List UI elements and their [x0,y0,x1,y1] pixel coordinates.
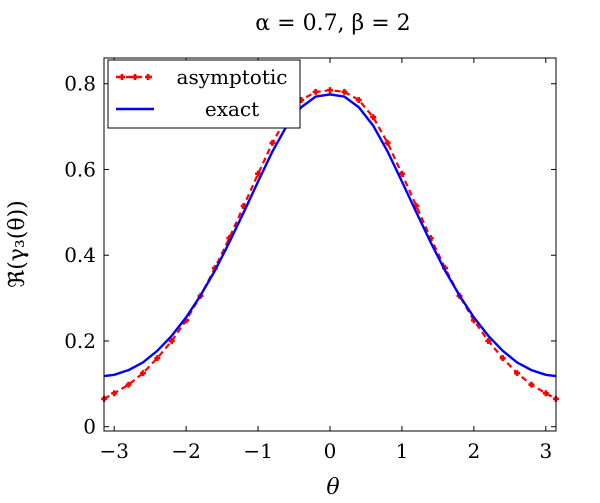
data-point [485,337,492,344]
legend: asymptotic exact [107,59,301,129]
series-line-asymptotic [103,89,557,400]
legend-box [107,59,301,129]
x-tick-label: 3 [539,439,552,463]
data-point [542,390,549,397]
y-tick-label: 0 [83,415,96,439]
x-tick-label: −2 [171,439,200,463]
data-point [154,355,161,362]
chart-title: α = 0.7, β = 2 [255,11,410,36]
data-point [384,139,391,146]
data-point [139,370,146,377]
data-point [355,97,362,104]
legend-entry-asymptotic: asymptotic [116,65,287,89]
data-point [312,88,319,95]
legend-label: asymptotic [177,65,288,89]
y-tick-label: 0.2 [64,329,96,353]
data-point [327,87,333,94]
plot-area [101,87,559,402]
data-point [125,381,132,388]
data-point [255,170,262,177]
y-tick-label: 0.4 [64,243,96,267]
x-tick-label: 1 [396,439,409,463]
legend-entry-exact: exact [116,97,259,121]
data-point [398,170,405,177]
x-tick-label: −3 [99,439,128,463]
data-point [499,355,506,362]
data-point [168,337,175,344]
y-tick-label: 0.6 [64,157,96,181]
data-point [370,114,377,121]
data-point [111,390,118,397]
series-line-exact [103,93,557,378]
data-point [341,88,348,95]
x-axis-title: θ [326,475,339,500]
axes: −3 −2 −1 0 1 2 3 0 0.2 0.4 0.6 0.8 [64,58,556,463]
x-tick-label: −1 [243,439,272,463]
data-point [269,139,276,146]
data-point [528,381,535,388]
y-axis-title: ℜ(γ₃(θ)) [5,200,30,287]
x-tick-label: 2 [468,439,481,463]
x-tick-label: 0 [324,439,337,463]
legend-label: exact [205,97,259,121]
y-tick-label: 0.8 [64,72,96,96]
data-point [514,370,521,377]
